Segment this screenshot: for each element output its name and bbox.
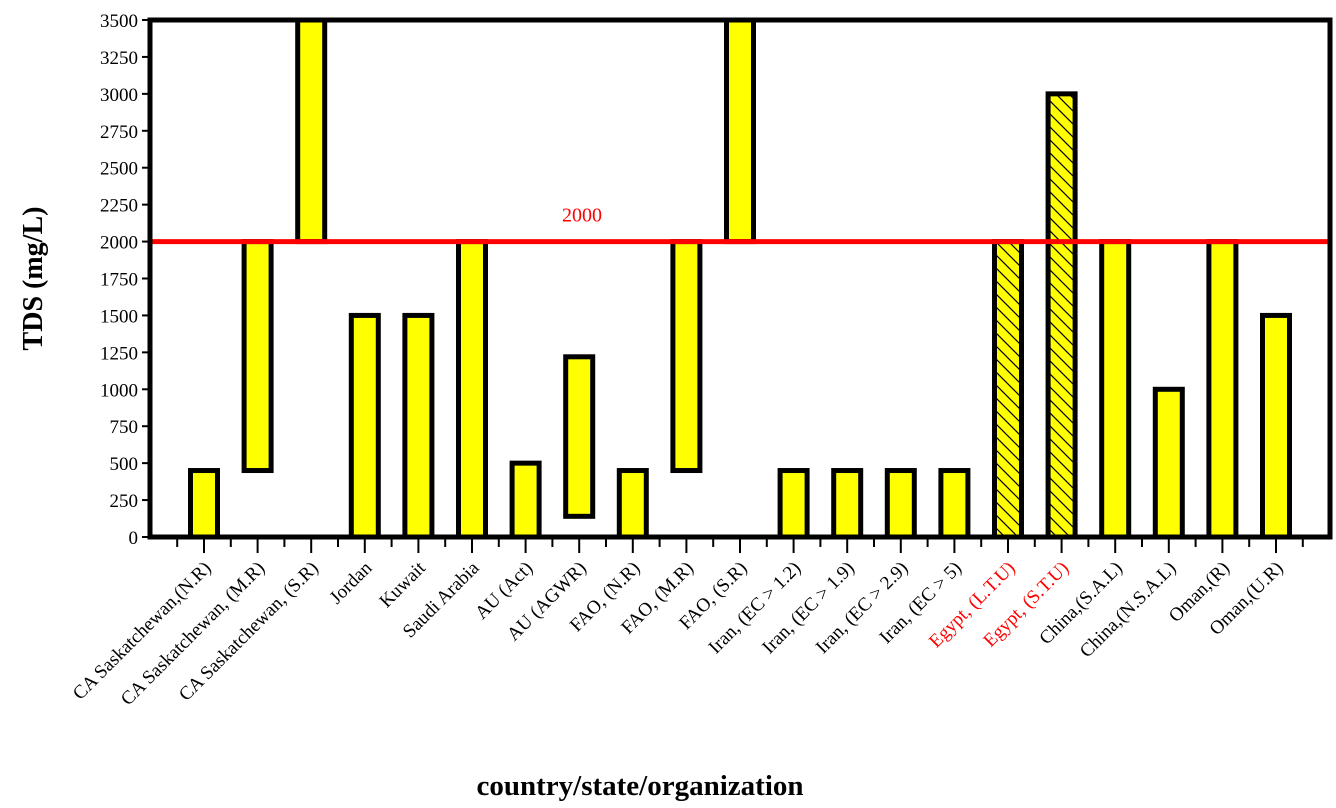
bar — [616, 468, 649, 540]
bar — [402, 312, 435, 540]
bar — [1045, 91, 1078, 540]
y-tick-label: 3500 — [100, 11, 138, 32]
y-tick-label: 3250 — [100, 48, 138, 69]
reference-line-label: 2000 — [562, 205, 602, 227]
bar — [724, 17, 756, 245]
bar — [456, 239, 488, 540]
bar — [241, 239, 274, 474]
bar — [831, 468, 864, 540]
bar — [188, 468, 220, 540]
bar — [1260, 312, 1292, 540]
y-axis-title: TDS (mg/L) — [18, 207, 49, 351]
x-category-label: Jordan — [326, 557, 377, 608]
bar — [563, 354, 596, 519]
bar — [938, 468, 971, 540]
y-tick-label: 500 — [110, 454, 139, 475]
plot-frame — [147, 17, 1333, 540]
bar — [1099, 239, 1132, 540]
bar — [1206, 239, 1239, 540]
bar — [295, 17, 328, 245]
y-tick-label: 2000 — [100, 233, 138, 254]
bar — [348, 312, 381, 540]
y-tick-label: 2250 — [100, 196, 138, 217]
y-tick-label: 1000 — [100, 380, 138, 401]
bar — [509, 460, 542, 540]
bar — [884, 468, 917, 540]
y-tick-label: 250 — [110, 491, 139, 512]
x-category-label: Iran, (EC > 2.9) — [812, 558, 912, 658]
bar — [992, 239, 1024, 540]
y-tick-label: 2750 — [100, 122, 138, 143]
y-tick-label: 750 — [110, 417, 139, 438]
y-tick-label: 2500 — [100, 159, 138, 180]
x-category-label: Iran, (EC > 1.2) — [705, 558, 805, 658]
x-category-label: Iran, (EC > 1.9) — [758, 558, 858, 658]
y-tick-label: 3000 — [100, 85, 138, 106]
y-tick-label: 0 — [129, 528, 139, 549]
bar — [670, 239, 703, 474]
y-tick-label: 1500 — [100, 306, 138, 327]
bar — [777, 468, 810, 540]
y-tick-label: 1750 — [100, 270, 138, 291]
x-category-label: China,(N.S.A.L) — [1076, 558, 1180, 662]
x-axis-title: country/state/organization — [476, 770, 803, 802]
y-tick-label: 1250 — [100, 343, 138, 364]
bar — [1152, 386, 1185, 540]
